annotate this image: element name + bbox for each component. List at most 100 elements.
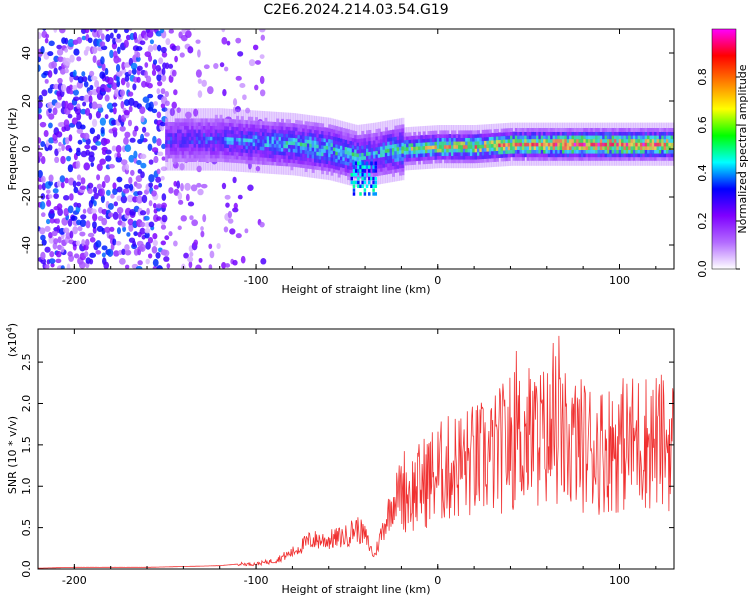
heatmap-cell (595, 156, 599, 161)
heatmap-cell (566, 128, 570, 132)
heatmap-cell (232, 259, 238, 266)
heatmap-cell (332, 165, 336, 170)
heatmap-cell (244, 228, 249, 234)
heatmap-cell (177, 150, 181, 155)
heatmap-cell (367, 169, 371, 173)
heatmap-cell (618, 153, 622, 158)
heatmap-cell (195, 264, 202, 269)
heatmap-cell (370, 133, 374, 138)
heatmap-cell (367, 173, 371, 177)
heatmap-cell (223, 226, 229, 233)
heatmap-cell (585, 156, 589, 161)
heatmap-cell (188, 143, 192, 148)
heatmap-cell (276, 143, 280, 148)
heatmap-cell (538, 135, 542, 140)
heatmap-cell (465, 159, 469, 164)
heatmap-cell (295, 134, 299, 139)
heatmap-cell (84, 29, 90, 34)
colorbar-tick-label: 0.2 (696, 212, 709, 230)
heatmap-cell (207, 150, 211, 155)
heatmap-cell (661, 142, 665, 147)
heatmap-cell (547, 153, 551, 158)
heatmap-cell (356, 174, 360, 179)
heatmap-cell (349, 123, 353, 186)
heatmap-cell (186, 125, 190, 130)
heatmap-cell (195, 150, 199, 155)
heatmap-cell (266, 157, 270, 162)
heatmap-cell (107, 76, 114, 85)
heatmap-cell (314, 154, 318, 159)
heatmap-cell (197, 188, 204, 196)
heatmap-cell (120, 159, 128, 166)
heatmap-cell (152, 135, 157, 144)
heatmap-cell (116, 176, 123, 183)
heatmap-cell (224, 194, 231, 200)
heatmap-cell (436, 134, 440, 139)
heatmap-cell (245, 127, 249, 132)
heatmap-cell (236, 123, 240, 128)
heatmap-cell (136, 65, 143, 71)
heatmap-cell (446, 134, 450, 138)
heatmap-cell (165, 154, 169, 159)
heatmap-cell (640, 146, 644, 150)
heatmap-cell (651, 131, 655, 136)
heatmap-cell (236, 115, 240, 120)
heatmap-cell (306, 150, 310, 155)
chart-title: C2E6.2024.214.03.54.G19 (263, 2, 448, 18)
heatmap-cell (524, 153, 528, 158)
heatmap-cell (510, 138, 514, 143)
heatmap-cell (640, 153, 644, 158)
heatmap-cell (299, 138, 303, 143)
heatmap-cell (503, 123, 507, 167)
heatmap-cell (252, 134, 256, 139)
heatmap-cell (425, 134, 429, 139)
heatmap-cell (302, 156, 306, 161)
heatmap-cell (288, 148, 292, 153)
heatmap-cell (276, 118, 280, 123)
heatmap-cell (399, 164, 403, 169)
heatmap-cell (259, 29, 266, 33)
heatmap-cell (441, 152, 445, 156)
heatmap-cell (126, 194, 134, 203)
heatmap-cell (588, 156, 592, 161)
heatmap-cell (273, 157, 277, 162)
heatmap-cell (79, 219, 87, 227)
heatmap-cell (328, 138, 332, 143)
heatmap-cell (625, 135, 629, 140)
heatmap-cell (175, 45, 181, 51)
heatmap-cell (429, 141, 433, 146)
heatmap-cell (642, 122, 646, 166)
heatmap-cell (325, 138, 329, 143)
heatmap-cell (354, 141, 358, 146)
heatmap-cell (80, 177, 86, 185)
heatmap-cell (616, 153, 620, 158)
heatmap-cell (264, 160, 268, 165)
heatmap-cell (254, 117, 258, 122)
heatmap-cell (410, 153, 414, 158)
heatmap-cell (340, 138, 344, 143)
heatmap-cell (413, 132, 417, 137)
heatmap-cell (460, 137, 464, 142)
x-tick-label: 0 (434, 274, 441, 287)
heatmap-cell (165, 118, 169, 123)
y-tick-label: 0 (20, 146, 33, 153)
heatmap-cell (616, 122, 620, 166)
heatmap-cell (259, 142, 263, 147)
heatmap-cell (325, 152, 329, 157)
heatmap-cell (545, 156, 549, 161)
heatmap-cell (621, 135, 625, 140)
heatmap-cell (165, 150, 169, 155)
heatmap-cell (302, 149, 306, 154)
heatmap-cell (207, 140, 211, 144)
heatmap-cell (606, 131, 610, 136)
heatmap-cell (179, 132, 183, 137)
heatmap-cell (266, 153, 270, 158)
heatmap-cell (227, 218, 234, 224)
heatmap-cell (116, 227, 121, 235)
heatmap-cell (228, 129, 232, 134)
heatmap-cell (231, 158, 235, 163)
heatmap-cell (403, 154, 407, 159)
heatmap-cell (377, 132, 381, 137)
heatmap-cell (290, 137, 294, 142)
heatmap-cell (173, 180, 178, 187)
